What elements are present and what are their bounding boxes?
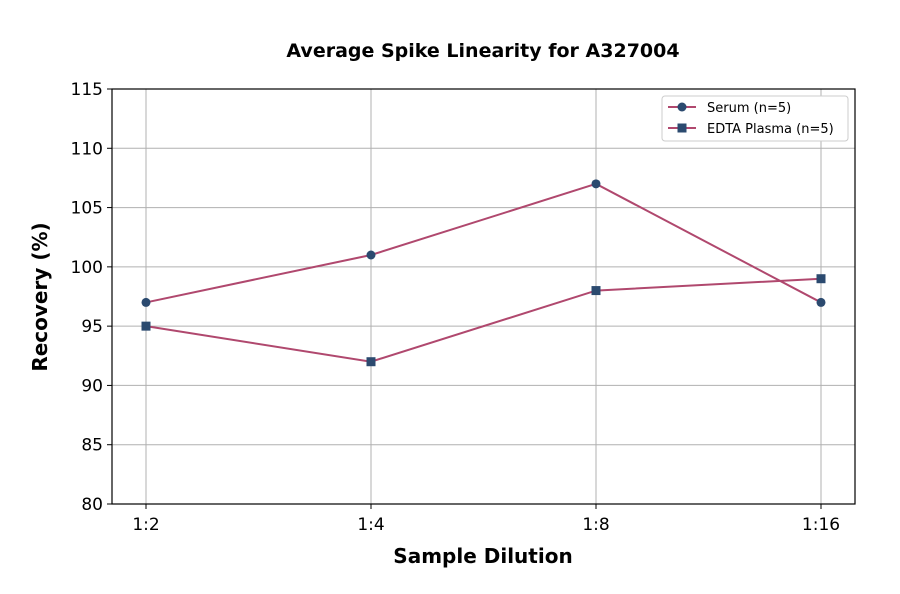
legend-marker: [677, 123, 687, 133]
legend-marker: [677, 102, 687, 112]
data-point: [816, 274, 826, 284]
y-tick-label: 100: [71, 258, 103, 278]
x-tick-label: 1:8: [582, 515, 609, 535]
legend-box: [661, 95, 849, 142]
data-point: [591, 286, 601, 296]
legend-label: Serum (n=5): [707, 101, 791, 116]
data-point: [816, 297, 826, 307]
chart-title: Average Spike Linearity for A327004: [286, 40, 679, 62]
y-tick-label: 105: [71, 199, 103, 219]
plot-area: [111, 88, 856, 505]
data-point: [366, 357, 376, 367]
x-tick-label: 1:2: [132, 515, 159, 535]
y-tick-label: 110: [71, 139, 103, 159]
x-tick-label: 1:4: [357, 515, 384, 535]
data-point: [366, 250, 376, 260]
y-tick-label: 80: [81, 495, 103, 515]
legend-label: EDTA Plasma (n=5): [707, 122, 834, 137]
data-point: [141, 321, 151, 331]
series-line: [145, 182, 822, 304]
series-1: [141, 274, 826, 367]
data-point: [141, 297, 151, 307]
y-tick-label: 90: [81, 376, 103, 396]
x-tick-label: 1:16: [802, 515, 840, 535]
x-axis-label: Sample Dilution: [393, 544, 572, 568]
legend: Serum (n=5) EDTA Plasma (n=5): [661, 95, 849, 142]
series-line: [145, 277, 822, 363]
data-point: [591, 179, 601, 189]
y-axis-label: Recovery (%): [28, 222, 52, 371]
y-tick-label: 115: [71, 80, 103, 100]
y-tick-label: 95: [81, 317, 103, 337]
y-tick-label: 85: [81, 436, 103, 456]
series-0: [141, 179, 826, 307]
